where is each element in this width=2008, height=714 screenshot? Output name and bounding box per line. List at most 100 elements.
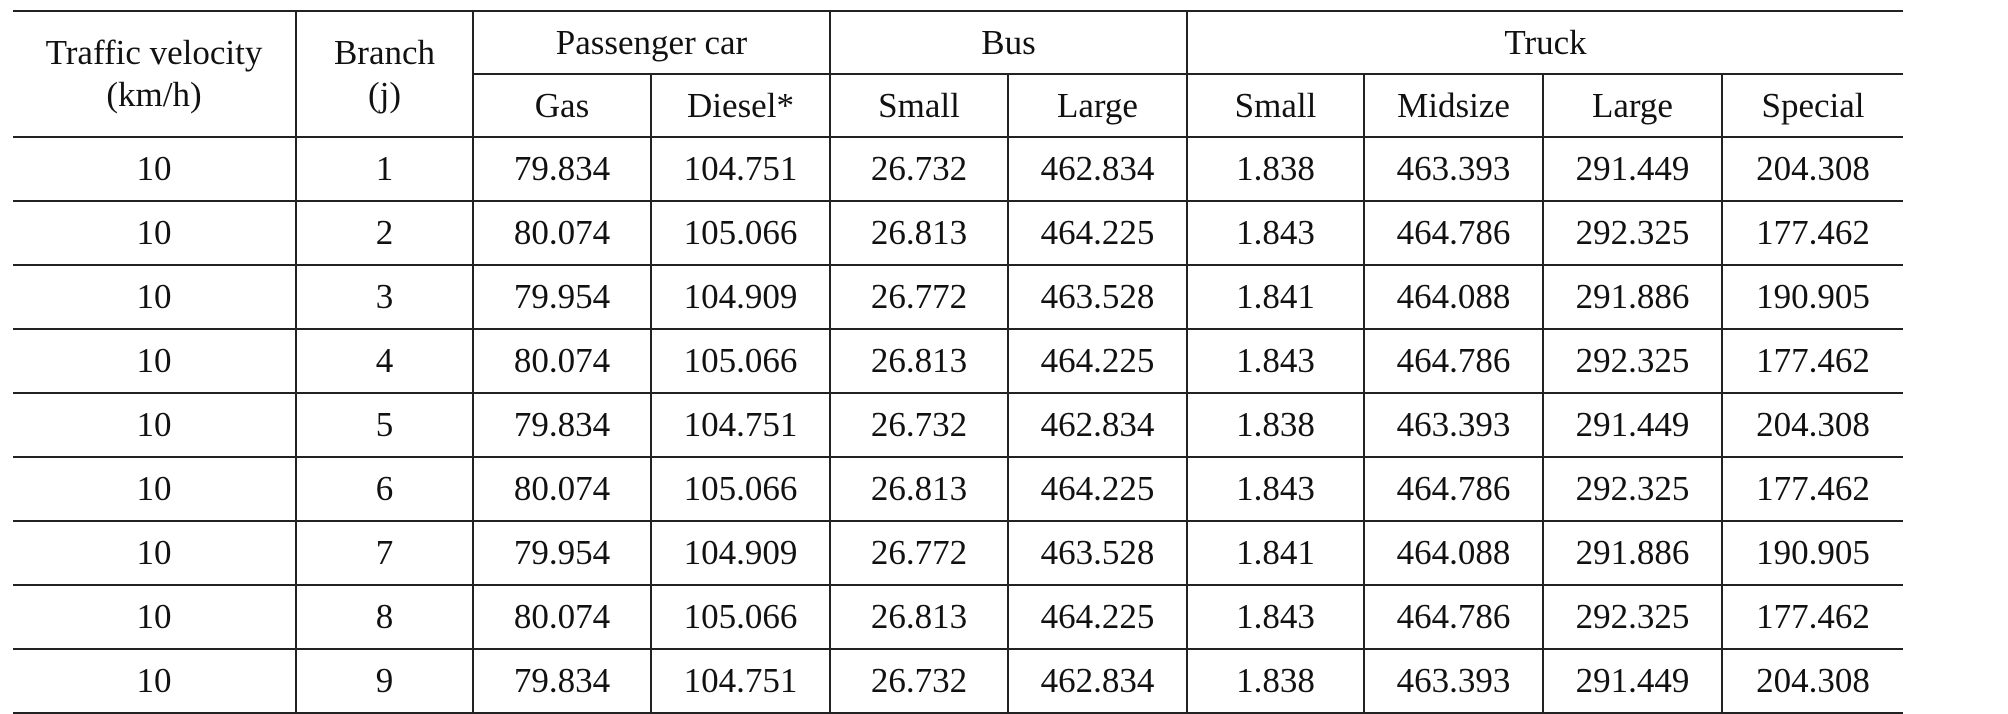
data-row: 10 7 79.954 104.909 26.772 463.528 1.841 464.08…	[13, 521, 1903, 586]
data-cell: 105.066	[650, 329, 830, 394]
data-cell: 8	[295, 585, 473, 650]
data-cell: 1.841	[1186, 265, 1364, 330]
group-header: Truck	[1186, 11, 1903, 75]
data-cell: 80.074	[472, 329, 651, 394]
data-cell: 463.393	[1363, 393, 1543, 458]
data-cell: 291.886	[1542, 521, 1722, 586]
header-line: (km/h)	[106, 75, 202, 114]
sub-header: Large	[1007, 74, 1187, 138]
data-row: 10 6 80.074 105.066 26.813 464.225 1.843 464.78…	[13, 457, 1903, 522]
data-cell: 464.786	[1363, 201, 1543, 266]
data-cell: 10	[13, 137, 296, 202]
data-cell: 463.528	[1007, 265, 1187, 330]
data-cell: 204.308	[1721, 393, 1903, 458]
data-cell: 5	[295, 393, 473, 458]
data-cell: 177.462	[1721, 585, 1903, 650]
data-cell: 204.308	[1721, 649, 1903, 714]
group-header: Passenger car	[472, 11, 830, 75]
data-cell: 10	[13, 265, 296, 330]
data-cell: 464.786	[1363, 329, 1543, 394]
sub-header: Diesel*	[650, 74, 830, 138]
data-row: 10 3 79.954 104.909 26.772 463.528 1.841 464.08…	[13, 265, 1903, 330]
data-cell: 2	[295, 201, 473, 266]
sub-header: Large	[1542, 74, 1722, 138]
data-cell: 10	[13, 521, 296, 586]
data-cell: 292.325	[1542, 329, 1722, 394]
data-cell: 463.393	[1363, 649, 1543, 714]
header-line: Branch	[333, 33, 436, 72]
data-cell: 79.954	[472, 265, 651, 330]
data-cell: 10	[13, 649, 296, 714]
header-row: Gas Diesel* Small Large Small Midsize Large Spe…	[13, 74, 1903, 138]
data-cell: 26.813	[829, 201, 1008, 266]
data-cell: 464.088	[1363, 265, 1543, 330]
data-row: 10 4 80.074 105.066 26.813 464.225 1.843 464.78…	[13, 329, 1903, 394]
data-cell: 1.838	[1186, 137, 1364, 202]
data-cell: 1	[295, 137, 473, 202]
data-cell: 1.843	[1186, 201, 1364, 266]
data-cell: 79.954	[472, 521, 651, 586]
data-cell: 462.834	[1007, 393, 1187, 458]
data-cell: 291.449	[1542, 649, 1722, 714]
data-cell: 104.751	[650, 649, 830, 714]
data-cell: 462.834	[1007, 649, 1187, 714]
data-cell: 79.834	[472, 393, 651, 458]
data-cell: 10	[13, 585, 296, 650]
sub-header: Special	[1721, 74, 1903, 138]
data-cell: 10	[13, 393, 296, 458]
header-cell: Traffic velocity (km/h)	[13, 11, 296, 138]
data-cell: 105.066	[650, 201, 830, 266]
data-cell: 1.843	[1186, 457, 1364, 522]
data-row: 10 1 79.834 104.751 26.732 462.834 1.838 463.39…	[13, 137, 1903, 202]
sub-header: Midsize	[1363, 74, 1543, 138]
header-cell: Branch (j)	[295, 11, 473, 138]
data-row: 10 8 80.074 105.066 26.813 464.225 1.843 464.78…	[13, 585, 1903, 650]
data-cell: 1.838	[1186, 393, 1364, 458]
data-cell: 26.813	[829, 457, 1008, 522]
data-cell: 190.905	[1721, 521, 1903, 586]
data-cell: 1.838	[1186, 649, 1364, 714]
data-cell: 10	[13, 201, 296, 266]
sub-header: Small	[1186, 74, 1364, 138]
data-cell: 464.225	[1007, 329, 1187, 394]
data-cell: 10	[13, 329, 296, 394]
data-cell: 79.834	[472, 649, 651, 714]
data-cell: 291.886	[1542, 265, 1722, 330]
data-cell: 1.843	[1186, 329, 1364, 394]
data-cell: 1.841	[1186, 521, 1364, 586]
table-container: Traffic velocity (km/h) Branch (j) Passenger…	[13, 10, 1903, 714]
header-line: Traffic velocity	[45, 33, 263, 72]
data-cell: 292.325	[1542, 457, 1722, 522]
data-cell: 26.732	[829, 393, 1008, 458]
data-cell: 177.462	[1721, 201, 1903, 266]
header-line: (j)	[367, 75, 402, 114]
data-row: 10 5 79.834 104.751 26.732 462.834 1.838 463.39…	[13, 393, 1903, 458]
data-cell: 26.732	[829, 137, 1008, 202]
data-cell: 79.834	[472, 137, 651, 202]
header-row: Traffic velocity (km/h) Branch (j) Passenger…	[13, 11, 1903, 138]
data-cell: 9	[295, 649, 473, 714]
data-cell: 26.813	[829, 329, 1008, 394]
data-cell: 291.449	[1542, 137, 1722, 202]
data-cell: 26.732	[829, 649, 1008, 714]
data-cell: 80.074	[472, 201, 651, 266]
data-cell: 80.074	[472, 585, 651, 650]
data-cell: 292.325	[1542, 201, 1722, 266]
data-cell: 1.843	[1186, 585, 1364, 650]
data-cell: 464.786	[1363, 585, 1543, 650]
data-table: Traffic velocity (km/h) Branch (j) Passenger…	[13, 10, 1903, 714]
data-cell: 190.905	[1721, 265, 1903, 330]
data-cell: 10	[13, 457, 296, 522]
data-cell: 26.813	[829, 585, 1008, 650]
data-cell: 105.066	[650, 585, 830, 650]
data-cell: 292.325	[1542, 585, 1722, 650]
data-row: 10 9 79.834 104.751 26.732 462.834 1.838 463.39…	[13, 649, 1903, 714]
data-cell: 462.834	[1007, 137, 1187, 202]
data-cell: 26.772	[829, 521, 1008, 586]
data-cell: 104.909	[650, 265, 830, 330]
data-cell: 104.909	[650, 521, 830, 586]
data-cell: 177.462	[1721, 329, 1903, 394]
group-header: Bus	[829, 11, 1187, 75]
data-cell: 105.066	[650, 457, 830, 522]
data-cell: 463.393	[1363, 137, 1543, 202]
